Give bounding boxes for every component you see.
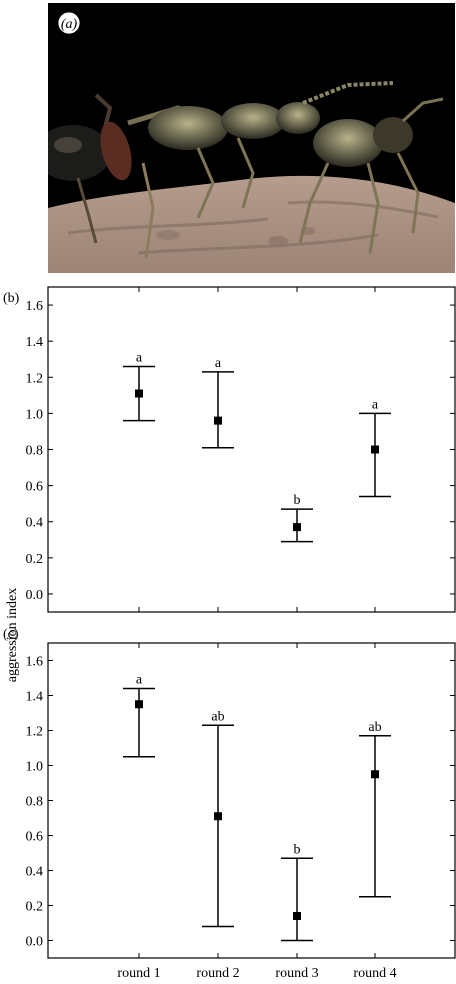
y-tick-label: 1.0 [26,407,44,422]
y-tick-label: 0.2 [26,900,44,915]
data-point [214,812,222,821]
y-tick-label: 0.0 [26,588,44,603]
significance-label: a [136,350,143,365]
data-point [293,912,301,920]
y-tick-label: 0.4 [26,516,44,531]
y-tick-label: 0.8 [26,444,44,459]
significance-label: a [215,356,222,371]
x-tick-label: round 1 [117,966,160,981]
plot-frame [47,642,456,959]
y-tick-label: 0.8 [26,795,44,810]
y-tick-label: 1.0 [26,760,44,775]
x-tick-label: round 4 [353,966,396,981]
y-tick-label: 0.2 [26,552,44,567]
significance-label: ab [211,709,224,724]
data-point [214,416,222,425]
y-tick-label: 0.6 [26,830,44,845]
significance-label: a [372,397,379,412]
y-axis-label: aggression index [5,588,20,682]
significance-label: b [294,842,301,857]
data-point [293,523,301,532]
significance-label: b [294,493,301,508]
significance-label: a [136,673,143,688]
y-tick-label: 1.6 [26,299,44,314]
y-tick-label: 0.4 [26,865,44,880]
panel-label: (c) [3,627,19,642]
y-tick-label: 1.4 [26,690,44,705]
y-tick-label: 1.6 [26,655,44,670]
panel-b-chart: (b) 1.6 1.4 1.2 1.0 0.8 0.6 0.4 0.2 0.0 a a b a [3,286,456,613]
panel-c-chart: (c) 1.6 1.4 1.2 1.0 0.8 0.6 0.4 0.2 0.0 a round 1 ab… [3,627,456,981]
data-point [371,770,379,779]
y-tick-label: 1.2 [26,725,44,740]
data-point [135,389,143,398]
y-tick-label: 0.6 [26,480,44,495]
right-ant [298,97,444,254]
y-tick-label: 0.0 [26,935,44,950]
x-tick-label: round 3 [275,966,318,981]
y-tick-label: 1.4 [26,335,44,350]
ant-photograph: (a) [48,3,455,273]
x-tick-label: round 2 [196,966,239,981]
panel-a-label-circle [57,11,81,35]
middle-ant [148,81,394,219]
data-point [371,445,379,454]
plot-frame [47,286,456,613]
panel-label: (b) [3,291,20,306]
data-point [135,700,143,709]
significance-label: ab [368,720,381,735]
y-tick-label: 1.2 [26,371,44,386]
panel-a-label: (a) [61,17,78,32]
